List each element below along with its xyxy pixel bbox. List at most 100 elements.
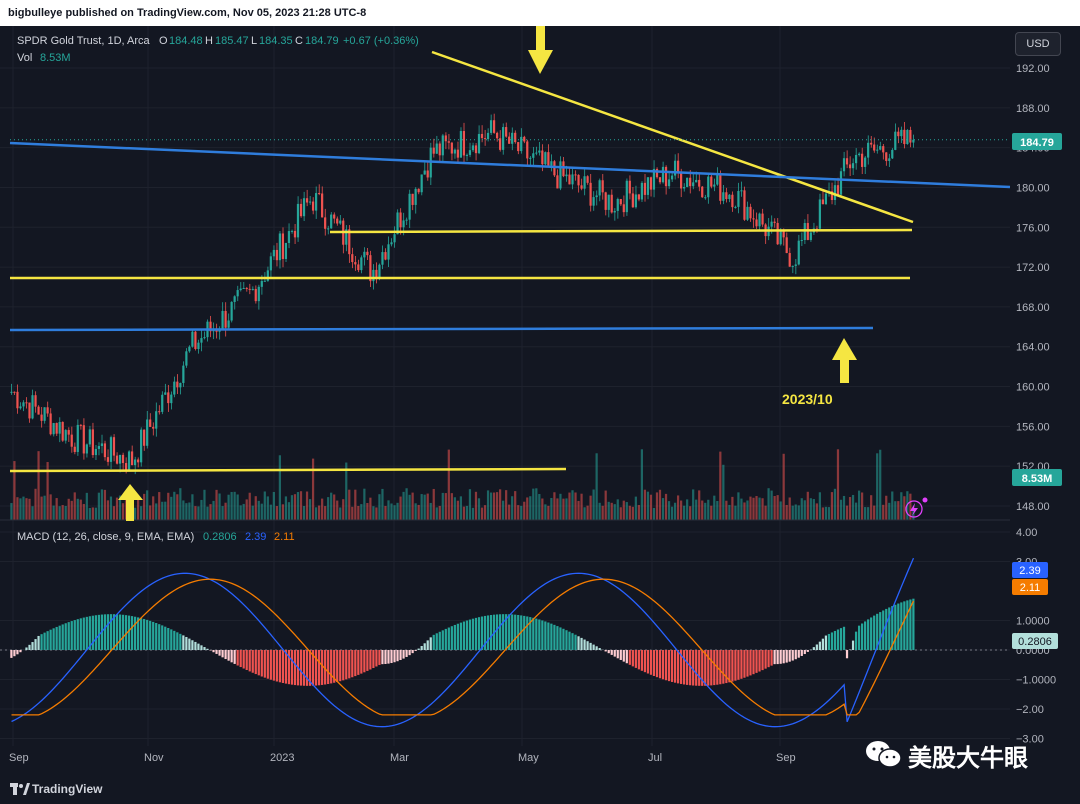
macd-hist-bar [351,650,354,678]
candle-body [387,244,390,260]
volume-bar [13,461,16,520]
candle-body [327,228,330,230]
candle-body [91,429,94,456]
lightning-icon[interactable] [905,497,928,518]
macd-hist-bar [420,646,423,650]
vol-label: Vol [17,52,32,64]
volume-bar [604,490,607,520]
volume-bar [864,507,867,520]
volume-bar [91,507,94,520]
volume-bar [330,492,333,520]
volume-bar [46,462,49,520]
volume-bar [517,505,520,520]
macd-hist-bar [779,650,782,664]
volume-bar [393,505,396,520]
candle-body [465,154,469,156]
macd-hist-bar [245,650,248,670]
candle-body [191,331,194,347]
candle-body [140,429,143,463]
price-tick-label: 192.00 [1016,63,1050,75]
macd-hist-bar [800,650,803,656]
candle-body [505,127,508,137]
macd-hist-bar [130,616,134,650]
macd-hist-bar [417,648,420,650]
candle-body [363,251,366,258]
candle-body [324,217,327,229]
volume-bar [731,496,734,520]
trendline [9,141,1011,189]
volume-bar [224,502,227,520]
candle-body [541,150,544,165]
macd-hist-bar [399,650,402,661]
currency-button[interactable]: USD [1015,32,1061,56]
candle-body [520,136,523,152]
macd-hist-bar [112,614,116,650]
candle-body [173,381,176,395]
macd-hist-bar [788,650,791,662]
volume-bar [369,497,372,520]
macd-hist-bar [541,620,544,650]
macd-hist-bar [375,650,378,667]
volume-bar [571,490,574,520]
candle-body [568,174,571,185]
candle-body [251,288,254,290]
macd-hist-bar [429,637,432,650]
macd-hist-bar [791,650,794,661]
candle-body [330,214,333,229]
volume-bar [321,498,324,520]
candle-body [227,320,230,328]
price-chart[interactable]: 192.00188.00184.00180.00176.00172.00168.… [0,26,1080,774]
volume-bar [471,507,475,520]
time-axis[interactable]: Sep Nov 2023 Mar May Jul Sep [9,752,796,764]
candle-body [233,296,236,302]
macd-hist-bar [483,615,487,650]
macd-hist-bar [200,645,203,650]
macd-hist-bar [583,639,586,650]
macd-hist-bar [28,644,31,650]
volume-bar [197,506,200,520]
volume-bar [85,492,88,520]
candle-body [836,185,840,195]
candle-body [613,210,616,213]
candle-body [480,133,484,139]
volume-bar [625,502,628,520]
macd-hist-bar [13,650,16,657]
macd-hist-bar [73,620,76,650]
volume-bar [495,492,499,520]
last-price-tag-bg [1012,133,1062,150]
macd-hist-bar [839,628,843,650]
candle-body [396,212,399,235]
price-tick-label: 176.00 [1016,222,1050,234]
macd-hist-bar [221,650,224,658]
macd-hist-bar [499,614,502,650]
candle-body [366,251,369,256]
volume-bar [812,499,815,520]
macd-hist-bar [372,650,375,669]
volume-bar [103,489,107,520]
up-arrow-bottom [118,484,143,521]
macd-hist-bar [342,650,345,681]
volume-bar [215,489,218,520]
candle-body [770,221,773,227]
volume-bar [336,500,339,520]
volume-bar [622,500,625,520]
macd-hist-bar [743,650,746,678]
volume-bar [233,491,236,520]
macd-hist-bar [161,625,164,650]
volume-bar [511,496,514,520]
tradingview-logo[interactable]: TradingView [32,782,103,796]
volume-bar [842,495,846,520]
volume-bar [673,502,677,520]
volume-bar [716,500,719,520]
volume-bar [31,506,34,520]
macd-hist-bar [185,636,188,650]
macd-hist-bar [369,650,372,670]
macd-hist-bar [486,615,490,650]
macd-hist-bar [734,650,737,681]
candle-body [695,179,698,183]
macd-hist-bar [330,650,333,684]
volume-bar [535,488,538,520]
macd-hist-bar [770,650,773,666]
volume-bar [188,502,191,520]
candle-body [517,142,520,152]
